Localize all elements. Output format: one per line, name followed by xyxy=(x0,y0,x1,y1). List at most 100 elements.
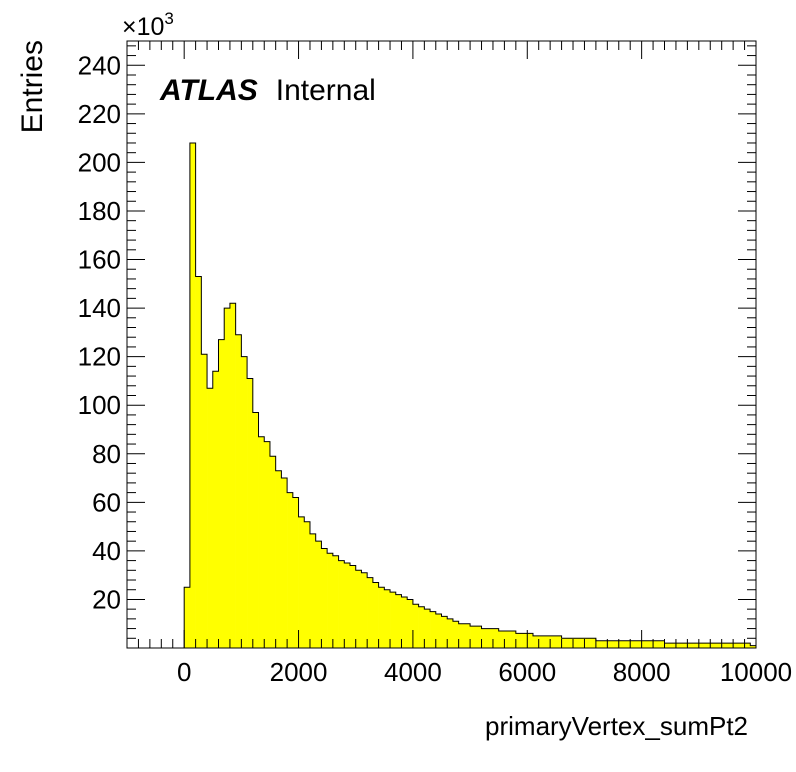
histogram-bars xyxy=(184,142,757,648)
y-tick-label: 100 xyxy=(78,390,121,420)
histogram-bin xyxy=(498,631,505,648)
histogram-bin xyxy=(715,643,722,648)
histogram-bin xyxy=(195,276,202,648)
histogram-bin xyxy=(241,356,248,648)
plot-frame xyxy=(126,40,757,649)
histogram-bin xyxy=(327,553,334,648)
histogram-bin xyxy=(584,638,591,648)
histogram-bin xyxy=(367,577,374,648)
histogram-bin xyxy=(658,640,665,648)
histogram-bin xyxy=(710,643,717,648)
histogram-bin xyxy=(412,604,419,648)
histogram-bin xyxy=(390,592,397,648)
histogram-bin xyxy=(401,597,408,648)
atlas-label: ATLAS Internal xyxy=(159,74,376,107)
histogram-bin xyxy=(647,640,654,648)
x-axis-label: primaryVertex_sumPt2 xyxy=(485,711,748,741)
y-multiplier-base: ×10 xyxy=(122,13,164,41)
histogram-bin xyxy=(407,599,414,648)
y-tick-label: 20 xyxy=(92,584,121,614)
x-tick-label: 0 xyxy=(177,657,191,687)
histogram-bin xyxy=(733,643,740,648)
histogram-bin xyxy=(670,643,677,648)
histogram-bin xyxy=(515,633,522,648)
histogram-bin xyxy=(229,303,236,648)
y-axis-multiplier: ×103 xyxy=(122,9,174,41)
histogram-bin xyxy=(452,621,459,648)
histogram-bin xyxy=(624,640,631,648)
histogram-bin xyxy=(212,371,219,648)
y-tick-label: 60 xyxy=(92,487,121,517)
histogram-bin xyxy=(207,388,214,648)
histogram-bin xyxy=(447,618,454,648)
histogram-bin xyxy=(189,142,196,648)
histogram-bin xyxy=(573,638,580,648)
histogram-bin xyxy=(561,638,568,648)
y-tick-label: 120 xyxy=(78,342,121,372)
histogram-bin xyxy=(350,565,357,648)
histogram-bin xyxy=(687,643,694,648)
histogram-bin xyxy=(475,626,482,648)
histogram-bin xyxy=(315,541,322,648)
histogram-bin xyxy=(424,609,431,648)
histogram-bin xyxy=(487,628,494,648)
histogram-bin xyxy=(544,635,551,648)
histogram-bin xyxy=(635,640,642,648)
x-tick-label: 4000 xyxy=(384,657,442,687)
histogram-bin xyxy=(430,611,437,648)
y-tick-label: 200 xyxy=(78,147,121,177)
histogram-bin xyxy=(395,594,402,648)
histogram-bin xyxy=(607,640,614,648)
histogram-bin xyxy=(481,628,488,648)
histogram-bin xyxy=(264,441,271,648)
histogram-bin xyxy=(527,633,534,648)
histogram-bin xyxy=(664,643,671,648)
y-tick-label: 180 xyxy=(78,196,121,226)
histogram-bin xyxy=(681,643,688,648)
histogram-bin xyxy=(252,412,259,648)
histogram-bin xyxy=(492,628,499,648)
histogram-bin xyxy=(418,606,425,648)
histogram-bin xyxy=(601,640,608,648)
y-tick-label: 140 xyxy=(78,293,121,323)
histogram-bin xyxy=(378,587,385,648)
y-multiplier-exponent: 3 xyxy=(164,9,173,28)
histogram-bin xyxy=(578,638,585,648)
histogram-bin xyxy=(287,492,294,648)
histogram-bin xyxy=(441,616,448,648)
x-tick-label: 10000 xyxy=(720,657,792,687)
histogram-outline xyxy=(183,142,757,648)
histogram-bin xyxy=(532,635,540,648)
y-axis-ticks: 20 40 60 80 100 120 140 160 180 200 220 240 xyxy=(78,45,756,649)
histogram-bin xyxy=(618,640,625,648)
x-tick-label: 2000 xyxy=(270,657,328,687)
histogram-bin xyxy=(218,339,225,648)
histogram-bin xyxy=(630,640,637,648)
y-tick-label: 240 xyxy=(78,50,121,80)
histogram-bin xyxy=(298,516,305,648)
histogram-bin xyxy=(595,640,602,648)
histogram-bin xyxy=(550,635,557,648)
histogram-bin xyxy=(698,643,705,648)
histogram-bin xyxy=(738,643,745,648)
histogram-bin xyxy=(750,645,757,648)
atlas-label-bold: ATLAS xyxy=(159,74,258,107)
histogram-bin xyxy=(693,643,700,648)
histogram-bin xyxy=(338,560,345,648)
x-tick-label: 8000 xyxy=(613,657,671,687)
y-axis-label: Entries xyxy=(16,40,49,133)
x-tick-label: 6000 xyxy=(498,657,556,687)
histogram-bin xyxy=(727,643,734,648)
histogram-bin xyxy=(309,533,316,648)
histogram-bin xyxy=(321,548,328,648)
y-tick-label: 220 xyxy=(78,99,121,129)
x-axis-ticks: 0 2000 4000 6000 8000 10000 xyxy=(126,41,792,687)
histogram-bin xyxy=(224,308,231,648)
y-tick-label: 160 xyxy=(78,245,121,275)
histogram-bin xyxy=(653,640,660,648)
histogram-bin xyxy=(304,521,311,648)
histogram-bin xyxy=(372,582,379,648)
histogram-bin xyxy=(538,635,545,648)
y-tick-label: 40 xyxy=(92,536,121,566)
